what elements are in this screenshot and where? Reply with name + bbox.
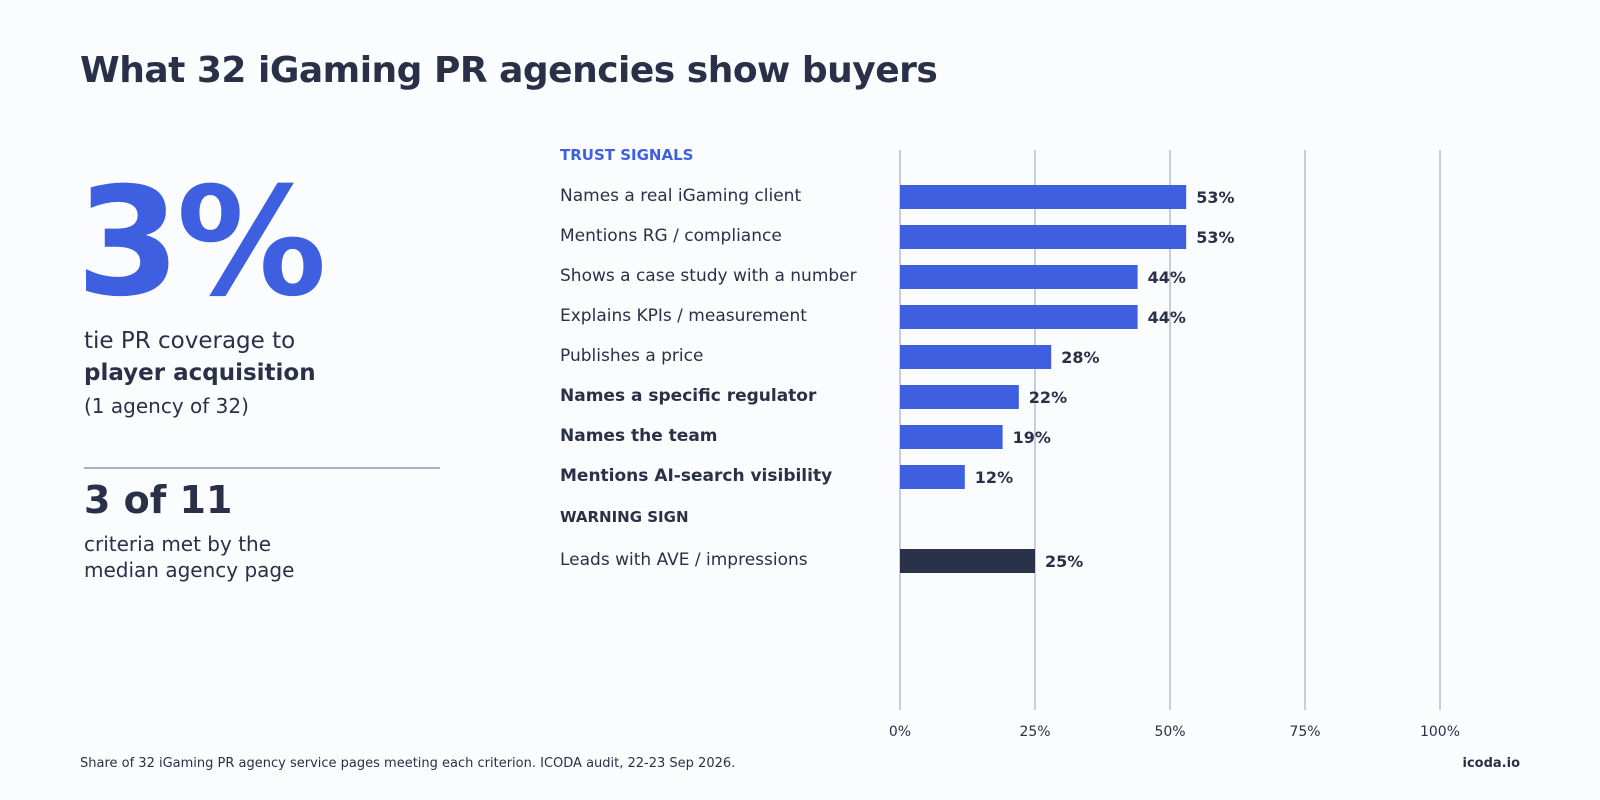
headline-stat-value: 3% <box>76 156 327 330</box>
group-header: WARNING SIGN <box>560 508 689 526</box>
data-label: 53% <box>1196 228 1234 247</box>
bar <box>900 385 1019 409</box>
bar <box>900 185 1187 209</box>
footer-note: Share of 32 iGaming PR agency service pa… <box>80 756 736 771</box>
bar <box>900 305 1138 329</box>
data-label: 28% <box>1061 348 1099 367</box>
stat-divider <box>84 467 440 469</box>
data-label: 19% <box>1013 428 1051 447</box>
category-label: Leads with AVE / impressions <box>560 550 808 570</box>
secondary-stat-line2: median agency page <box>84 558 295 582</box>
headline-stat-line3: (1 agency of 32) <box>84 394 249 418</box>
data-label: 25% <box>1045 552 1083 571</box>
headline-stat-line2: player acquisition <box>84 360 316 386</box>
bar <box>900 425 1003 449</box>
category-label: Names a real iGaming client <box>560 186 801 206</box>
category-label: Explains KPIs / measurement <box>560 306 807 326</box>
data-label: 53% <box>1196 188 1234 207</box>
category-label: Shows a case study with a number <box>560 266 857 286</box>
category-label: Mentions AI-search visibility <box>560 466 832 486</box>
data-label: 44% <box>1148 308 1186 327</box>
x-tick-label: 0% <box>889 724 911 740</box>
category-label: Publishes a price <box>560 346 703 366</box>
x-tick-label: 50% <box>1154 724 1185 740</box>
category-label: Names a specific regulator <box>560 386 817 406</box>
x-tick-label: 75% <box>1289 724 1320 740</box>
x-tick-label: 25% <box>1019 724 1050 740</box>
data-label: 44% <box>1148 268 1186 287</box>
brand-label: icoda.io <box>1462 756 1521 771</box>
category-label: Names the team <box>560 426 718 446</box>
page-title: What 32 iGaming PR agencies show buyers <box>80 50 938 91</box>
category-label: Mentions RG / compliance <box>560 226 782 246</box>
bar <box>900 225 1187 249</box>
data-label: 22% <box>1029 388 1067 407</box>
secondary-stat-value: 3 of 11 <box>84 478 233 522</box>
bar <box>900 345 1052 369</box>
group-header: TRUST SIGNALS <box>560 146 693 164</box>
data-label: 12% <box>975 468 1013 487</box>
headline-stat-line1: tie PR coverage to <box>84 328 296 354</box>
bar <box>900 265 1138 289</box>
bar <box>900 465 965 489</box>
x-tick-label: 100% <box>1420 724 1460 740</box>
bar <box>900 549 1035 573</box>
secondary-stat-line1: criteria met by the <box>84 532 272 556</box>
